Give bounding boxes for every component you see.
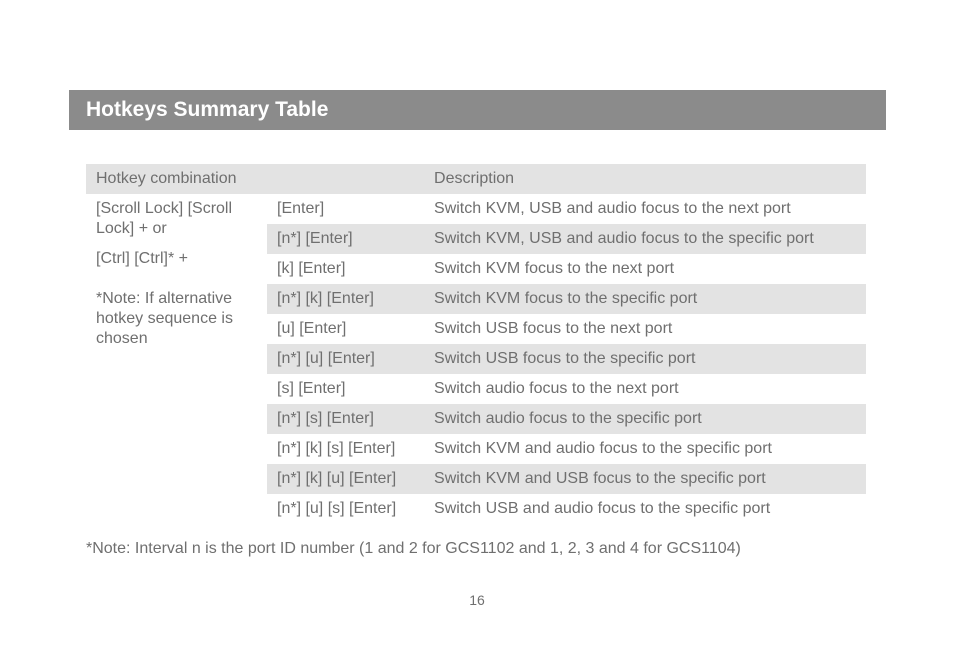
hotkey-desc: Switch KVM focus to the specific port	[424, 284, 866, 314]
hotkey-desc: Switch USB and audio focus to the specif…	[424, 494, 866, 524]
hotkey-keys: [Enter]	[267, 194, 424, 224]
table-header-row: Hotkey combination Description	[86, 164, 866, 194]
hotkey-keys: [n*] [k] [Enter]	[267, 284, 424, 314]
hotkey-keys: [u] [Enter]	[267, 314, 424, 344]
prefix-line-2: [Ctrl] [Ctrl]* +	[86, 244, 267, 274]
hotkey-keys: [n*] [Enter]	[267, 224, 424, 254]
header-description: Description	[424, 164, 866, 194]
hotkey-desc: Switch audio focus to the next port	[424, 374, 866, 404]
table-row: [Scroll Lock] [Scroll Lock] + or [Ctrl] …	[86, 194, 866, 224]
hotkey-desc: Switch audio focus to the specific port	[424, 404, 866, 434]
hotkey-keys: [n*] [k] [u] [Enter]	[267, 464, 424, 494]
hotkey-desc: Switch KVM, USB and audio focus to the s…	[424, 224, 866, 254]
prefix-line-1: [Scroll Lock] [Scroll Lock] + or	[86, 194, 267, 244]
header-hotkey: Hotkey combination	[86, 164, 424, 194]
hotkey-desc: Switch USB focus to the next port	[424, 314, 866, 344]
section-title-bar: Hotkeys Summary Table	[69, 90, 886, 130]
footnote: *Note: Interval n is the port ID number …	[86, 540, 741, 558]
hotkey-desc: Switch KVM focus to the next port	[424, 254, 866, 284]
hotkey-keys: [s] [Enter]	[267, 374, 424, 404]
prefix-column: [Scroll Lock] [Scroll Lock] + or [Ctrl] …	[86, 194, 267, 524]
hotkey-keys: [n*] [s] [Enter]	[267, 404, 424, 434]
page-number: 16	[0, 592, 954, 608]
prefix-note: *Note: If alternative hotkey sequence is…	[86, 284, 267, 354]
section-title: Hotkeys Summary Table	[86, 98, 328, 122]
hotkey-keys: [n*] [u] [Enter]	[267, 344, 424, 374]
hotkey-desc: Switch USB focus to the specific port	[424, 344, 866, 374]
hotkey-keys: [n*] [k] [s] [Enter]	[267, 434, 424, 464]
hotkey-desc: Switch KVM and audio focus to the specif…	[424, 434, 866, 464]
hotkey-desc: Switch KVM, USB and audio focus to the n…	[424, 194, 866, 224]
hotkey-desc: Switch KVM and USB focus to the specific…	[424, 464, 866, 494]
spacer	[86, 274, 267, 284]
hotkey-keys: [n*] [u] [s] [Enter]	[267, 494, 424, 524]
hotkey-keys: [k] [Enter]	[267, 254, 424, 284]
hotkeys-table: Hotkey combination Description [Scroll L…	[86, 164, 866, 524]
